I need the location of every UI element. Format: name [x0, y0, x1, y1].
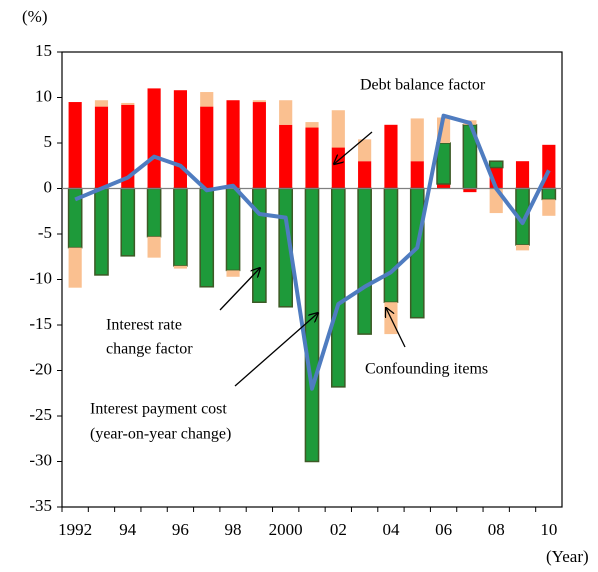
y-tick-label: -10 [29, 268, 52, 287]
bar [146, 187, 162, 238]
arrow [234, 313, 318, 387]
x-tick-label: 10 [540, 520, 557, 539]
bar [358, 139, 372, 162]
bar [358, 161, 372, 189]
arrow [386, 308, 406, 348]
bar [121, 104, 135, 189]
bar [94, 187, 109, 276]
bar [68, 102, 82, 189]
y-tick-label: 10 [35, 86, 52, 105]
x-tick-label: 96 [172, 520, 189, 539]
bar [279, 124, 293, 189]
arrow [334, 131, 373, 164]
bar [252, 102, 266, 189]
bar [330, 187, 346, 388]
bar [120, 187, 136, 257]
annotation: Interest rate [106, 317, 182, 334]
bar [173, 90, 187, 189]
bar [410, 161, 424, 189]
bar [200, 106, 214, 189]
bar [542, 199, 556, 216]
y-tick-label: -30 [29, 450, 52, 469]
bar [383, 187, 399, 303]
y-tick-label: -20 [29, 359, 52, 378]
x-tick-label: 1992 [58, 520, 92, 539]
bar [305, 127, 319, 189]
bar [173, 187, 188, 267]
x-tick-label: 2000 [269, 520, 303, 539]
bar [94, 106, 109, 189]
plot-area: -35 -30 -25 -20 -15 -10 -5 0 5 10 15 1992 94 96 98 2000… [29, 41, 563, 539]
bar [68, 247, 82, 288]
annotation: Interest payment cost [90, 401, 227, 418]
annotation: Debt balance factor [360, 77, 486, 94]
y-tick-label: 15 [35, 41, 52, 60]
bar [226, 270, 240, 277]
bar [515, 244, 530, 251]
y-tick-label: -15 [29, 314, 52, 333]
bar [147, 236, 161, 258]
annotations: Debt balance factor Interest rate change… [90, 77, 488, 443]
y-tick-label: -5 [38, 223, 52, 242]
bar [331, 147, 345, 189]
bar [488, 160, 504, 169]
annotation: Confounding items [365, 361, 488, 378]
bar [357, 187, 372, 335]
bar [147, 88, 161, 189]
line [74, 113, 551, 391]
x-unit: (Year) [546, 547, 589, 566]
bar [199, 187, 215, 288]
bar [226, 100, 240, 189]
y-tick-label: -35 [29, 496, 52, 515]
y-tick-label: -25 [29, 405, 52, 424]
y-tick-label: 5 [44, 132, 53, 151]
arrow [219, 268, 260, 311]
bar [436, 142, 451, 185]
bar [305, 122, 319, 128]
x-tick-label: 02 [330, 520, 347, 539]
x-tick-label: 06 [435, 520, 452, 539]
y-unit: (%) [22, 7, 47, 26]
bar [331, 110, 345, 148]
annotation: change factor [106, 341, 193, 358]
x-tick-label: 98 [225, 520, 242, 539]
x-tick-label: 94 [119, 520, 137, 539]
bar [200, 92, 214, 107]
bar [252, 100, 266, 103]
bar [463, 188, 477, 193]
bar [252, 187, 267, 303]
bar [304, 187, 320, 463]
annotation: (year-on-year change) [90, 426, 231, 443]
bar [515, 161, 530, 189]
y-tick-label: 0 [44, 177, 53, 196]
bar [94, 100, 109, 107]
bar [384, 124, 398, 189]
bar [173, 265, 187, 269]
bar [121, 102, 135, 105]
bar [279, 100, 293, 125]
bar [410, 118, 424, 162]
bar [437, 183, 451, 189]
bar [225, 187, 241, 272]
x-tick-label: 04 [382, 520, 400, 539]
bar [541, 187, 557, 201]
x-tick-label: 08 [488, 520, 505, 539]
